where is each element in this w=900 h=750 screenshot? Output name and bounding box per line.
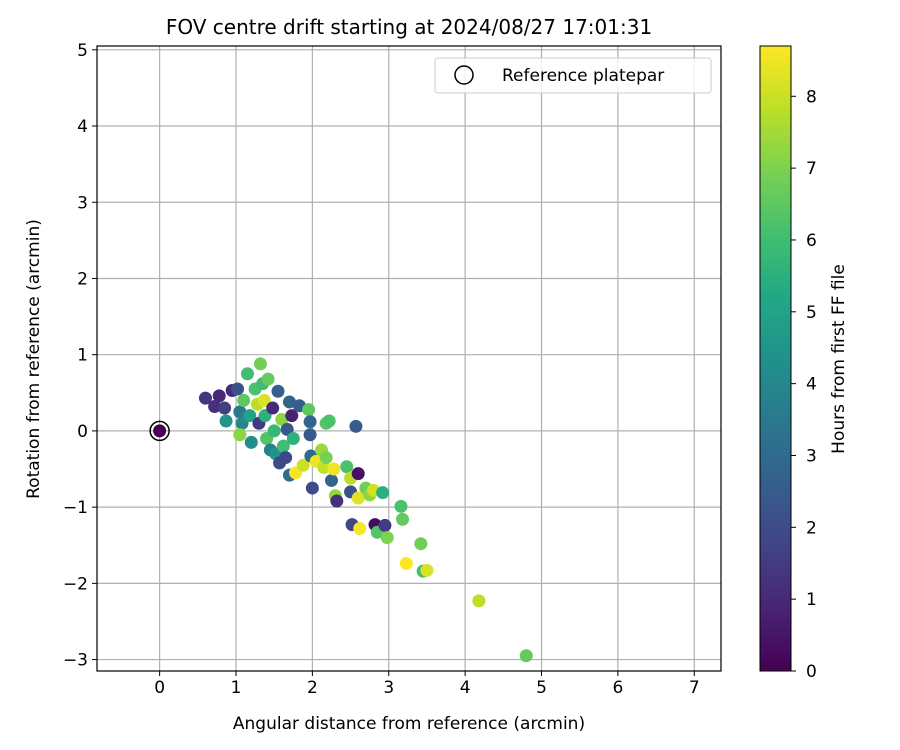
y-axis-ticks: −3 −2 −1 0 1 2 3 4 5 xyxy=(63,41,97,671)
data-point xyxy=(420,563,434,577)
data-point xyxy=(237,393,251,407)
data-point xyxy=(353,521,367,535)
data-point xyxy=(296,458,310,472)
x-tick-label: 2 xyxy=(307,678,318,698)
data-point xyxy=(472,594,486,608)
legend-box xyxy=(434,57,712,94)
colorbar-tick-label: 3 xyxy=(806,446,817,466)
x-tick-label: 0 xyxy=(154,678,165,698)
data-point xyxy=(280,422,294,436)
colorbar-tick-label: 4 xyxy=(806,375,817,395)
x-axis-label: Angular distance from reference (arcmin) xyxy=(233,714,585,734)
data-point xyxy=(275,412,289,426)
data-point xyxy=(282,395,296,409)
data-point xyxy=(266,401,280,415)
data-point xyxy=(394,499,408,513)
data-point xyxy=(233,428,247,442)
data-point xyxy=(322,414,336,428)
y-tick-label: 4 xyxy=(77,117,88,137)
data-point xyxy=(378,518,392,532)
data-point xyxy=(244,435,258,449)
colorbar-label: Hours from first FF file xyxy=(829,264,849,454)
chart-title: FOV centre drift starting at 2024/08/27 … xyxy=(166,15,652,39)
x-tick-label: 4 xyxy=(460,678,471,698)
reference-point xyxy=(153,424,167,438)
y-tick-label: −3 xyxy=(63,651,88,671)
data-point xyxy=(253,357,267,371)
data-point xyxy=(351,491,365,505)
legend-entry-reference: Reference platepar xyxy=(502,66,664,86)
data-point xyxy=(305,481,319,495)
y-axis-label: Rotation from reference (arcmin) xyxy=(24,219,44,499)
data-point xyxy=(340,460,354,474)
data-point xyxy=(208,400,222,414)
reference-ring xyxy=(149,420,170,442)
y-tick-label: 1 xyxy=(77,346,88,366)
data-point xyxy=(380,531,394,545)
data-point xyxy=(399,557,413,571)
data-point xyxy=(302,403,316,417)
data-point xyxy=(198,391,212,405)
data-point xyxy=(271,384,285,398)
data-point xyxy=(285,409,299,423)
data-point xyxy=(319,451,333,465)
data-point xyxy=(212,389,226,403)
data-point xyxy=(240,367,254,381)
colorbar-ticks: 0 1 2 3 4 5 6 7 8 xyxy=(791,87,817,682)
data-point xyxy=(414,537,428,551)
data-point xyxy=(257,393,271,407)
data-point xyxy=(233,405,247,419)
colorbar: 0 1 2 3 4 5 6 7 8 Hours from first FF file xyxy=(759,45,849,682)
x-axis-ticks: 0 1 2 3 4 5 6 7 xyxy=(154,671,700,698)
colorbar-tick-label: 7 xyxy=(806,159,817,179)
data-point xyxy=(261,372,275,386)
y-tick-label: 3 xyxy=(77,193,88,213)
x-tick-label: 3 xyxy=(383,678,394,698)
data-point xyxy=(286,432,300,446)
colorbar-tick-label: 8 xyxy=(806,87,817,107)
x-tick-label: 5 xyxy=(536,678,547,698)
colorbar-tick-label: 0 xyxy=(806,662,817,682)
x-tick-label: 6 xyxy=(612,678,623,698)
y-tick-label: 2 xyxy=(77,269,88,289)
x-tick-label: 1 xyxy=(231,678,242,698)
data-points xyxy=(198,357,533,663)
colorbar-tick-label: 6 xyxy=(806,231,817,251)
data-point xyxy=(303,415,317,429)
data-point xyxy=(303,428,317,442)
data-point xyxy=(327,462,341,476)
data-point xyxy=(349,419,363,433)
data-point xyxy=(376,486,390,500)
data-point xyxy=(351,467,365,481)
legend-marker xyxy=(454,65,474,85)
data-point xyxy=(279,451,293,465)
data-point xyxy=(219,414,233,428)
data-point xyxy=(267,424,281,438)
y-tick-label: −1 xyxy=(63,498,88,518)
colorbar-tick-label: 2 xyxy=(806,518,817,538)
x-tick-label: 7 xyxy=(689,678,700,698)
grid-lines xyxy=(97,46,721,671)
reference-marker xyxy=(149,420,170,442)
data-point xyxy=(396,512,410,526)
data-point xyxy=(276,439,290,453)
data-point xyxy=(519,649,533,663)
plot-frame xyxy=(96,45,722,672)
y-tick-label: 0 xyxy=(77,422,88,442)
data-point xyxy=(243,409,257,423)
data-point xyxy=(324,473,338,487)
y-tick-label: 5 xyxy=(77,41,88,61)
data-point xyxy=(330,494,344,508)
data-point xyxy=(317,460,331,474)
colorbar-tick-label: 5 xyxy=(806,303,817,323)
data-point xyxy=(218,401,232,415)
data-point xyxy=(231,382,245,396)
legend: Reference platepar xyxy=(434,57,712,94)
colorbar-tick-label: 1 xyxy=(806,590,817,610)
colorbar-gradient xyxy=(759,45,792,672)
y-tick-label: −2 xyxy=(63,574,88,594)
